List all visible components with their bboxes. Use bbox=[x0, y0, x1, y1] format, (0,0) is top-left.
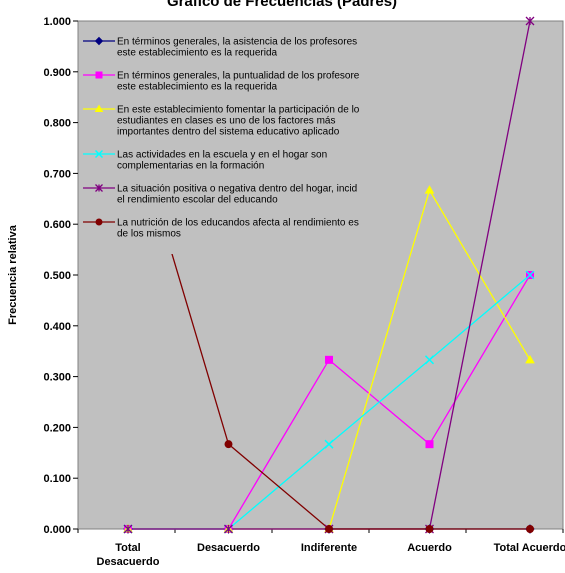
y-tick-label: 1.000 bbox=[43, 16, 71, 28]
y-tick-label: 0.200 bbox=[43, 422, 71, 434]
legend-entry: En términos generales, la puntualidad de… bbox=[117, 71, 360, 93]
legend-entry: La nutrición de los educandos afecta al … bbox=[117, 218, 359, 240]
x-tick-label: Indiferente bbox=[301, 542, 357, 554]
y-axis: 0.000 0.100 0.200 0.300 0.400 0.500 0.600 0.700… bbox=[43, 16, 78, 536]
series-marker bbox=[324, 439, 334, 449]
series-marker bbox=[425, 440, 434, 449]
series-markers bbox=[123, 16, 535, 534]
legend-entry: La situación positiva o negativa dentro … bbox=[117, 184, 357, 206]
series-marker bbox=[424, 355, 435, 365]
x-tick-label: Desacuerdo bbox=[197, 542, 260, 554]
y-tick-label: 0.300 bbox=[43, 372, 71, 384]
y-tick-label: 0.600 bbox=[43, 219, 71, 231]
x-axis: Total Desacuerdo Desacuerdo Indiferente Acue… bbox=[77, 529, 565, 568]
y-tick-label: 0.500 bbox=[43, 270, 71, 282]
series-marker bbox=[95, 218, 103, 226]
series-marker bbox=[424, 185, 435, 194]
y-tick-label: 0.000 bbox=[43, 524, 71, 536]
series-marker bbox=[95, 184, 103, 192]
series-marker bbox=[325, 355, 333, 364]
y-tick-label: 0.900 bbox=[43, 67, 71, 79]
series-marker bbox=[425, 525, 434, 533]
x-tick-label: Total Desacuerdo bbox=[97, 542, 160, 568]
y-axis-label: Frecuencia relativa bbox=[7, 224, 19, 325]
legend-entry: En este establecimiento fomentar la part… bbox=[117, 105, 360, 138]
y-tick-label: 0.400 bbox=[43, 321, 71, 333]
y-tick-label: 0.800 bbox=[43, 118, 71, 130]
chart-title: Gráfico de Frecuencias (Padres) bbox=[167, 0, 397, 10]
series-marker bbox=[525, 270, 535, 280]
y-tick-label: 0.700 bbox=[43, 168, 71, 180]
legend-box bbox=[81, 29, 399, 254]
series-marker bbox=[525, 354, 535, 364]
series-marker bbox=[94, 36, 104, 46]
series-marker bbox=[94, 149, 104, 159]
x-tick-label: Acuerdo bbox=[407, 542, 452, 554]
series-marker bbox=[325, 525, 333, 533]
y-tick-label: 0.100 bbox=[43, 473, 71, 485]
legend: En términos generales, la asistencia de … bbox=[81, 29, 399, 254]
x-tick-label: Total Acuerdo bbox=[494, 542, 565, 554]
series-marker bbox=[525, 16, 535, 26]
legend-entry: En términos generales, la asistencia de … bbox=[117, 37, 357, 59]
series-marker bbox=[95, 71, 103, 79]
legend-entry: Las actividades en la escuela y en el ho… bbox=[117, 150, 327, 172]
series-marker bbox=[224, 524, 233, 534]
series-marker bbox=[94, 104, 104, 112]
series-marker bbox=[526, 525, 534, 533]
series-marker bbox=[123, 524, 133, 534]
series-marker bbox=[224, 440, 233, 449]
